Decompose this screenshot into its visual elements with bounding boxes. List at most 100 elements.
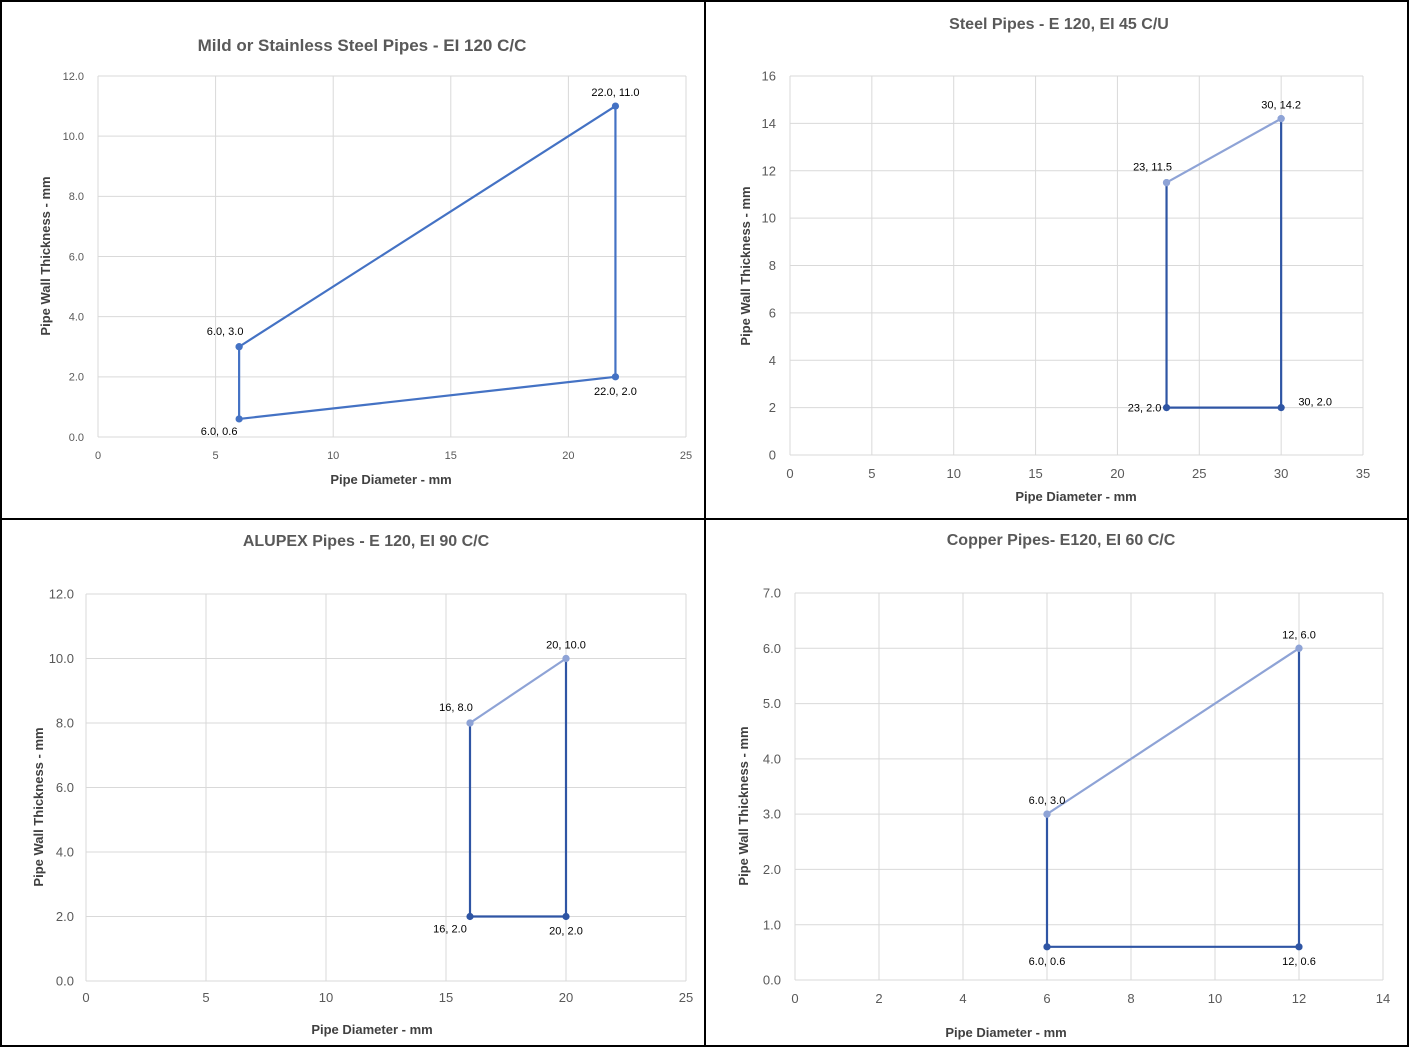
data-point <box>562 912 570 921</box>
data-point <box>1162 178 1171 187</box>
x-tick-label: 20 <box>1110 466 1124 481</box>
y-tick-label: 6.0 <box>56 780 74 795</box>
data-label: 6.0, 3.0 <box>207 326 244 338</box>
y-tick-label: 6 <box>769 305 776 320</box>
y-tick-label: 0.0 <box>763 973 781 988</box>
data-point <box>611 373 620 381</box>
y-tick-label: 10.0 <box>49 651 74 666</box>
x-tick-label: 10 <box>1208 991 1222 1006</box>
data-label: 6.0, 0.6 <box>201 426 238 438</box>
chart-title: Steel Pipes - E 120, EI 45 C/U <box>949 16 1169 33</box>
x-axis-title: Pipe Diameter - mm <box>330 472 451 487</box>
data-points <box>1043 644 1303 951</box>
y-tick-label: 8 <box>769 258 776 273</box>
y-tick-label: 2.0 <box>763 862 781 877</box>
x-tick-label: 35 <box>1356 466 1370 481</box>
y-axis-title: Pipe Wall Thickness - mm <box>38 176 53 335</box>
x-tick-label: 15 <box>1028 466 1042 481</box>
series-lines <box>468 657 568 918</box>
y-tick-label: 12.0 <box>63 71 84 83</box>
data-point <box>235 343 243 351</box>
series-line <box>1166 117 1282 184</box>
y-tick-label: 0.0 <box>56 974 74 989</box>
y-tick-label: 4.0 <box>69 312 84 324</box>
data-label: 23, 11.5 <box>1133 162 1172 174</box>
y-tick-label: 12.0 <box>49 587 74 602</box>
data-label: 16, 8.0 <box>439 702 473 714</box>
chart-title: ALUPEX Pipes - E 120, EI 90 C/C <box>243 533 490 550</box>
series-line <box>238 104 617 421</box>
data-point <box>1277 404 1285 412</box>
y-tick-label: 16 <box>762 69 776 84</box>
series-lines <box>1045 647 1301 948</box>
data-points <box>1162 115 1285 412</box>
data-label: 23, 2.0 <box>1128 403 1162 415</box>
x-tick-label: 12 <box>1292 991 1306 1006</box>
y-axis-title: Pipe Wall Thickness - mm <box>31 727 46 886</box>
chart-panel-mild-stainless-steel: Mild or Stainless Steel Pipes - EI 120 C… <box>0 0 706 520</box>
chart-title: Copper Pipes- E120, EI 60 C/C <box>947 532 1176 549</box>
data-label: 30, 14.2 <box>1261 100 1301 112</box>
data-point <box>1043 943 1051 951</box>
chart-svg-alupex-pipes: ALUPEX Pipes - E 120, EI 90 C/C Pipe Dia… <box>31 533 693 1037</box>
series-lines <box>1165 117 1283 409</box>
x-tick-label: 4 <box>959 991 966 1006</box>
chart-panel-copper-pipes: Copper Pipes- E120, EI 60 C/C Pipe Diame… <box>704 518 1409 1047</box>
chart-svg-steel-pipes: Steel Pipes - E 120, EI 45 C/U Pipe Diam… <box>738 16 1370 504</box>
x-tick-label: 6 <box>1043 991 1050 1006</box>
y-tick-label: 2 <box>769 400 776 415</box>
series-line <box>468 658 568 918</box>
x-tick-label: 10 <box>327 450 339 462</box>
y-tick-label: 10.0 <box>63 131 84 143</box>
y-tick-label: 4 <box>769 353 776 368</box>
data-label: 20, 2.0 <box>549 926 583 938</box>
data-point <box>611 102 620 110</box>
data-labels: 6.0, 3.0 22.0, 11.0 22.0, 2.0 6.0, 0.6 <box>201 87 640 438</box>
data-label: 6.0, 0.6 <box>1029 956 1066 968</box>
data-labels: 16, 8.0 20, 10.0 16, 2.0 20, 2.0 <box>433 640 586 938</box>
data-point <box>1295 943 1303 951</box>
chart-panel-alupex-pipes: ALUPEX Pipes - E 120, EI 90 C/C Pipe Dia… <box>0 518 706 1047</box>
tick-labels: 0 2 4 6 8 10 12 14 0.0 1.0 2.0 3.0 4.0 5.0 6.0 7.0 <box>763 586 1390 1006</box>
y-tick-label: 7.0 <box>763 586 781 601</box>
data-point <box>466 912 474 921</box>
y-tick-label: 3.0 <box>763 807 781 822</box>
x-tick-label: 25 <box>1192 466 1206 481</box>
chart-svg-mild-stainless-steel: Mild or Stainless Steel Pipes - EI 120 C… <box>38 36 692 487</box>
series-line <box>1046 647 1300 816</box>
y-tick-label: 6.0 <box>763 641 781 656</box>
y-tick-label: 4.0 <box>56 845 74 860</box>
x-tick-label: 14 <box>1376 991 1390 1006</box>
y-tick-label: 8.0 <box>56 716 74 731</box>
data-label: 12, 6.0 <box>1282 629 1316 641</box>
x-axis-title: Pipe Diameter - mm <box>311 1022 432 1037</box>
y-tick-label: 2.0 <box>69 372 84 384</box>
y-tick-label: 4.0 <box>763 751 781 766</box>
data-point <box>466 719 474 727</box>
y-tick-label: 2.0 <box>56 909 74 924</box>
x-tick-label: 0 <box>82 990 89 1005</box>
data-point <box>1295 644 1303 652</box>
data-label: 30, 2.0 <box>1298 397 1332 409</box>
y-tick-label: 0 <box>769 448 776 463</box>
y-tick-label: 8.0 <box>69 191 84 203</box>
x-tick-label: 8 <box>1127 991 1134 1006</box>
x-tick-label: 15 <box>439 990 453 1005</box>
data-label: 22.0, 2.0 <box>594 386 637 398</box>
data-point <box>1277 115 1285 123</box>
x-tick-label: 20 <box>562 450 574 462</box>
data-point <box>1043 810 1051 818</box>
series-lines <box>238 104 617 421</box>
x-tick-label: 25 <box>680 450 692 462</box>
data-point <box>1162 404 1171 412</box>
data-label: 6.0, 3.0 <box>1029 795 1066 807</box>
chart-panel-steel-pipes: Steel Pipes - E 120, EI 45 C/U Pipe Diam… <box>704 0 1409 520</box>
x-tick-label: 30 <box>1274 466 1288 481</box>
y-tick-label: 14 <box>762 116 776 131</box>
data-point <box>235 415 243 423</box>
x-tick-label: 5 <box>868 466 875 481</box>
y-tick-label: 1.0 <box>763 917 781 932</box>
data-points <box>466 654 570 921</box>
data-label: 20, 10.0 <box>546 640 586 652</box>
data-label: 22.0, 11.0 <box>591 87 639 99</box>
